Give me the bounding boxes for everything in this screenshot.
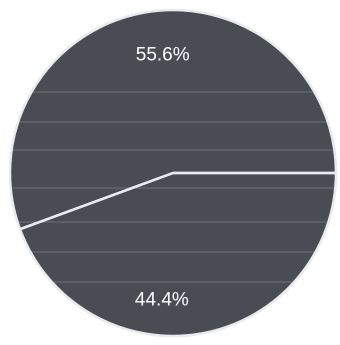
pie-label-lower: 44.4% — [135, 290, 189, 311]
pie-slice-lower — [18, 171, 338, 338]
pie-labels: 55.6% 44.4% — [135, 44, 190, 310]
pie-slice-upper — [8, 8, 338, 231]
pie-label-upper: 55.6% — [136, 44, 190, 65]
pie-slices — [8, 8, 338, 338]
pie-texture — [10, 91, 336, 283]
